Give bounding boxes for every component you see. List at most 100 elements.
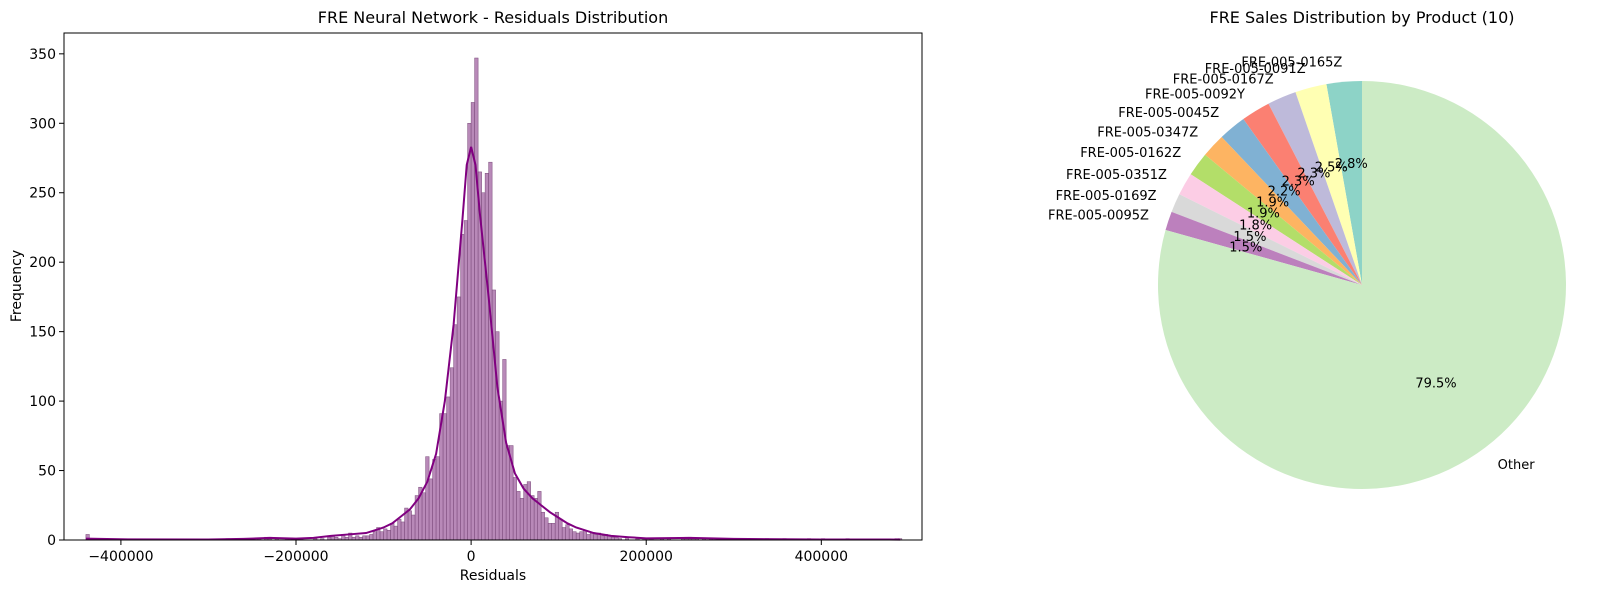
pie-slice bbox=[1165, 211, 1362, 285]
histogram-bar bbox=[411, 514, 416, 541]
pie-slice bbox=[1205, 136, 1362, 285]
pie-slice-label: FRE-005-0169Z bbox=[1056, 189, 1157, 204]
histogram-bar bbox=[582, 530, 587, 541]
histogram-bar bbox=[428, 478, 433, 541]
y-tick-label: 150 bbox=[29, 325, 56, 341]
pie-percent-label: 2.3% bbox=[1297, 166, 1330, 181]
kde-curve bbox=[85, 146, 901, 541]
histogram-bar bbox=[558, 518, 563, 541]
pie-slice-label: FRE-005-0351Z bbox=[1066, 168, 1167, 183]
histogram-bar bbox=[502, 359, 507, 541]
histogram-bar bbox=[540, 511, 545, 541]
pie-percent-label: 1.9% bbox=[1247, 207, 1280, 222]
histogram-bar bbox=[586, 534, 591, 541]
pie-slice bbox=[1295, 84, 1362, 285]
pie-slice-label: FRE-005-0092Y bbox=[1145, 88, 1245, 103]
x-tick-label: 200000 bbox=[619, 549, 672, 565]
histogram-bar bbox=[526, 481, 531, 541]
histogram-bar bbox=[589, 532, 594, 541]
histogram-bar bbox=[579, 531, 584, 541]
pie-slice-label: FRE-005-0165Z bbox=[1241, 55, 1342, 70]
histogram-bar bbox=[453, 324, 458, 541]
histogram-bar bbox=[519, 498, 524, 541]
pie-labels: FRE-005-0165Z 2.8% FRE-005-0091Z 2.5% FRE-00… bbox=[1048, 55, 1535, 472]
histogram-bar bbox=[393, 525, 398, 541]
histogram-bar bbox=[533, 498, 538, 541]
histogram-bar bbox=[456, 296, 461, 541]
x-tick-label: 0 bbox=[467, 549, 476, 565]
histogram-bar bbox=[572, 531, 577, 541]
pie-percent-label: 2.3% bbox=[1282, 175, 1315, 190]
histogram-bar bbox=[435, 456, 440, 541]
histogram-bar bbox=[547, 523, 552, 541]
histogram-bar bbox=[505, 445, 510, 541]
histogram-bar bbox=[383, 528, 388, 541]
y-tick-label: 200 bbox=[29, 255, 56, 271]
histogram-bar bbox=[484, 173, 489, 541]
histogram-bar bbox=[551, 523, 556, 541]
histogram-bar bbox=[516, 491, 521, 541]
histogram-bar bbox=[386, 530, 391, 541]
x-tick-label: −400000 bbox=[88, 549, 153, 565]
histogram-bar bbox=[600, 535, 605, 541]
pie-slice-label: FRE-005-0091Z bbox=[1205, 62, 1306, 77]
pie-slice-label: FRE-005-0095Z bbox=[1048, 208, 1149, 223]
pie-title: FRE Sales Distribution by Product (10) bbox=[1209, 8, 1514, 27]
histogram-bar bbox=[460, 234, 465, 541]
histogram-bar bbox=[470, 102, 475, 541]
histogram-bar bbox=[474, 57, 479, 541]
pie-percent-label: 2.8% bbox=[1335, 157, 1368, 172]
y-tick-label: 300 bbox=[29, 116, 56, 132]
histogram-bar bbox=[407, 510, 412, 541]
histogram-bar bbox=[362, 535, 367, 541]
y-tick-label: 0 bbox=[47, 533, 56, 549]
histogram-bar bbox=[575, 532, 580, 541]
pie-slice bbox=[1157, 81, 1566, 490]
y-tick-label: 350 bbox=[29, 47, 56, 63]
histogram-title: FRE Neural Network - Residuals Distribut… bbox=[318, 8, 668, 27]
pie-slice-label: Other bbox=[1498, 458, 1536, 473]
histogram-bar bbox=[537, 491, 542, 541]
histogram-bar bbox=[495, 331, 500, 541]
histogram-bar bbox=[449, 367, 454, 541]
pie-percent-label: 79.5% bbox=[1415, 377, 1456, 392]
pie-percent-label: 1.9% bbox=[1256, 195, 1289, 210]
histogram-bar bbox=[372, 531, 377, 541]
y-tick-label: 100 bbox=[29, 394, 56, 410]
pie-percent-label: 2.5% bbox=[1315, 161, 1348, 176]
histogram-bar bbox=[425, 456, 430, 541]
pie-slice bbox=[1190, 154, 1362, 285]
histogram-bar bbox=[593, 534, 598, 541]
pie-slice bbox=[1243, 103, 1362, 285]
pie-slice-label: FRE-005-0045Z bbox=[1118, 106, 1219, 121]
x-axis-label: Residuals bbox=[460, 568, 526, 584]
y-axis-label: Frequency bbox=[9, 250, 25, 322]
histogram-bar bbox=[491, 289, 496, 541]
y-axis-ticks: 0 50 100 150 200 250 300 350 bbox=[29, 47, 64, 549]
histogram-bar bbox=[390, 523, 395, 541]
histogram-bar bbox=[400, 521, 405, 541]
histogram-bar bbox=[369, 534, 374, 541]
histogram-bar bbox=[365, 535, 370, 541]
x-tick-label: −200000 bbox=[263, 549, 328, 565]
pie-percent-label: 2.2% bbox=[1268, 185, 1301, 200]
histogram-bar bbox=[355, 535, 360, 541]
pie-chart: FRE Sales Distribution by Product (10) F… bbox=[1048, 8, 1566, 490]
histogram-bar bbox=[512, 477, 517, 541]
histogram-bar bbox=[530, 495, 535, 541]
histogram-bar bbox=[568, 528, 573, 541]
histogram-bar bbox=[446, 396, 451, 541]
histogram-bar bbox=[379, 531, 384, 541]
pie-slice bbox=[1171, 194, 1362, 285]
histogram-chart: FRE Neural Network - Residuals Distribut… bbox=[9, 8, 923, 584]
pie-slice bbox=[1268, 92, 1362, 285]
histogram-bar bbox=[442, 413, 447, 541]
x-tick-label: 400000 bbox=[795, 549, 848, 565]
histogram-bar bbox=[561, 527, 566, 541]
histogram-bar bbox=[463, 220, 468, 541]
y-tick-label: 250 bbox=[29, 186, 56, 202]
pie-percent-label: 1.5% bbox=[1233, 230, 1266, 245]
histogram-bar bbox=[432, 459, 437, 541]
histogram-bar bbox=[421, 492, 426, 541]
